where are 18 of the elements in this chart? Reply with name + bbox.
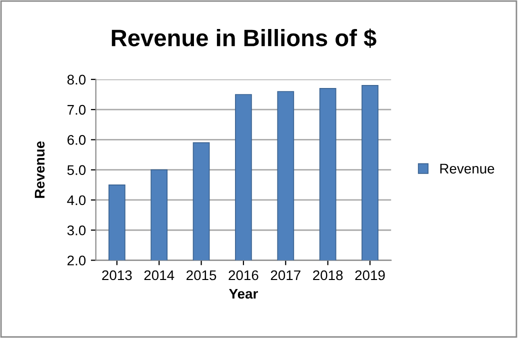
y-tick-label: 4.0	[67, 195, 86, 206]
x-tick-label: 2014	[144, 270, 174, 280]
chart-title: Revenue in Billions of $	[112, 28, 376, 48]
x-tick-label: 2016	[228, 270, 258, 280]
y-tick-label: 2.0	[68, 256, 86, 266]
x-tick-label: 2015	[186, 270, 216, 280]
y-tick-label: 3.0	[67, 225, 86, 236]
x-tick-label: 2019	[355, 270, 385, 280]
x-tick-label: 2018	[313, 270, 343, 280]
x-tick-label: 2017	[270, 270, 300, 280]
y-tick-label: 6.0	[68, 135, 86, 145]
y-tick-label: 8.0	[67, 74, 86, 85]
y-axis-title: Revenue	[34, 141, 45, 198]
legend-label: Revenue	[440, 164, 494, 174]
y-tick-label: 7.0	[68, 104, 86, 115]
x-axis-title: Year	[229, 288, 258, 299]
x-tick-label: 2013	[102, 270, 132, 280]
y-tick-label: 5.0	[67, 165, 86, 176]
